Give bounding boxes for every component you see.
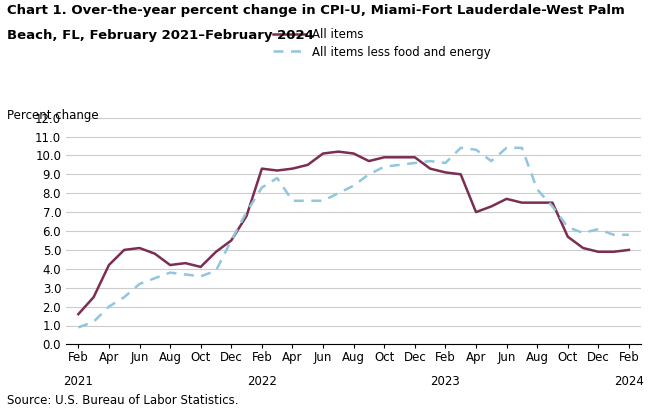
All items	[579, 245, 587, 250]
All items less food and energy	[90, 319, 98, 324]
All items	[426, 166, 434, 171]
All items	[151, 251, 159, 256]
All items less food and energy	[75, 325, 83, 330]
All items	[288, 166, 296, 171]
All items	[472, 210, 480, 215]
All items less food and energy	[227, 238, 235, 243]
All items less food and energy	[136, 281, 143, 286]
All items less food and energy	[350, 183, 358, 188]
Text: 2021: 2021	[63, 375, 93, 388]
All items	[334, 149, 342, 154]
All items	[549, 200, 557, 205]
Line: All items: All items	[79, 152, 629, 314]
Text: 2024: 2024	[614, 375, 644, 388]
All items less food and energy	[487, 159, 495, 164]
All items less food and energy	[181, 272, 189, 277]
All items	[502, 196, 510, 201]
All items less food and energy	[319, 198, 327, 203]
All items less food and energy	[579, 230, 587, 235]
All items less food and energy	[105, 304, 113, 309]
All items	[487, 204, 495, 209]
All items less food and energy	[166, 270, 174, 275]
Text: Chart 1. Over-the-year percent change in CPI-U, Miami-Fort Lauderdale-West Palm: Chart 1. Over-the-year percent change in…	[7, 4, 625, 17]
All items	[411, 155, 419, 160]
All items less food and energy	[472, 147, 480, 152]
All items	[518, 200, 526, 205]
All items less food and energy	[442, 160, 449, 165]
All items less food and energy	[151, 276, 159, 281]
All items less food and energy	[380, 164, 388, 169]
All items	[227, 238, 235, 243]
Text: 2022: 2022	[247, 375, 277, 388]
All items less food and energy	[457, 145, 465, 150]
All items less food and energy	[334, 191, 342, 196]
Legend: All items, All items less food and energy: All items, All items less food and energ…	[273, 28, 491, 59]
All items less food and energy	[609, 232, 617, 237]
All items	[380, 155, 388, 160]
Text: Source: U.S. Bureau of Labor Statistics.: Source: U.S. Bureau of Labor Statistics.	[7, 394, 238, 407]
All items	[350, 151, 358, 156]
All items	[181, 260, 189, 266]
All items	[90, 295, 98, 300]
All items less food and energy	[212, 268, 220, 273]
All items less food and energy	[197, 274, 205, 279]
All items	[533, 200, 541, 205]
All items less food and energy	[395, 162, 403, 167]
All items less food and energy	[365, 172, 373, 177]
All items	[166, 262, 174, 268]
All items	[120, 247, 128, 252]
All items less food and energy	[549, 204, 557, 209]
All items less food and energy	[625, 232, 633, 237]
All items	[457, 172, 465, 177]
All items less food and energy	[426, 159, 434, 164]
All items less food and energy	[594, 227, 602, 232]
All items	[395, 155, 403, 160]
All items	[197, 265, 205, 270]
All items less food and energy	[288, 198, 296, 203]
All items	[136, 245, 143, 250]
All items less food and energy	[273, 176, 281, 181]
All items less food and energy	[518, 145, 526, 150]
Line: All items less food and energy: All items less food and energy	[79, 148, 629, 328]
All items	[243, 213, 251, 218]
All items	[365, 159, 373, 164]
All items less food and energy	[258, 185, 266, 190]
All items less food and energy	[304, 198, 312, 203]
All items	[273, 168, 281, 173]
All items	[319, 151, 327, 156]
All items less food and energy	[564, 225, 572, 230]
All items	[625, 247, 633, 252]
All items	[304, 162, 312, 167]
All items less food and energy	[411, 160, 419, 165]
All items	[105, 262, 113, 268]
All items	[609, 249, 617, 255]
All items	[212, 249, 220, 255]
All items less food and energy	[533, 187, 541, 192]
All items less food and energy	[243, 210, 251, 215]
All items	[564, 234, 572, 239]
All items	[442, 170, 449, 175]
All items	[258, 166, 266, 171]
All items less food and energy	[120, 295, 128, 300]
All items	[75, 312, 83, 317]
Text: Percent change: Percent change	[7, 109, 98, 122]
All items	[594, 249, 602, 255]
All items less food and energy	[502, 145, 510, 150]
Text: Beach, FL, February 2021–February 2024: Beach, FL, February 2021–February 2024	[7, 29, 313, 42]
Text: 2023: 2023	[430, 375, 460, 388]
